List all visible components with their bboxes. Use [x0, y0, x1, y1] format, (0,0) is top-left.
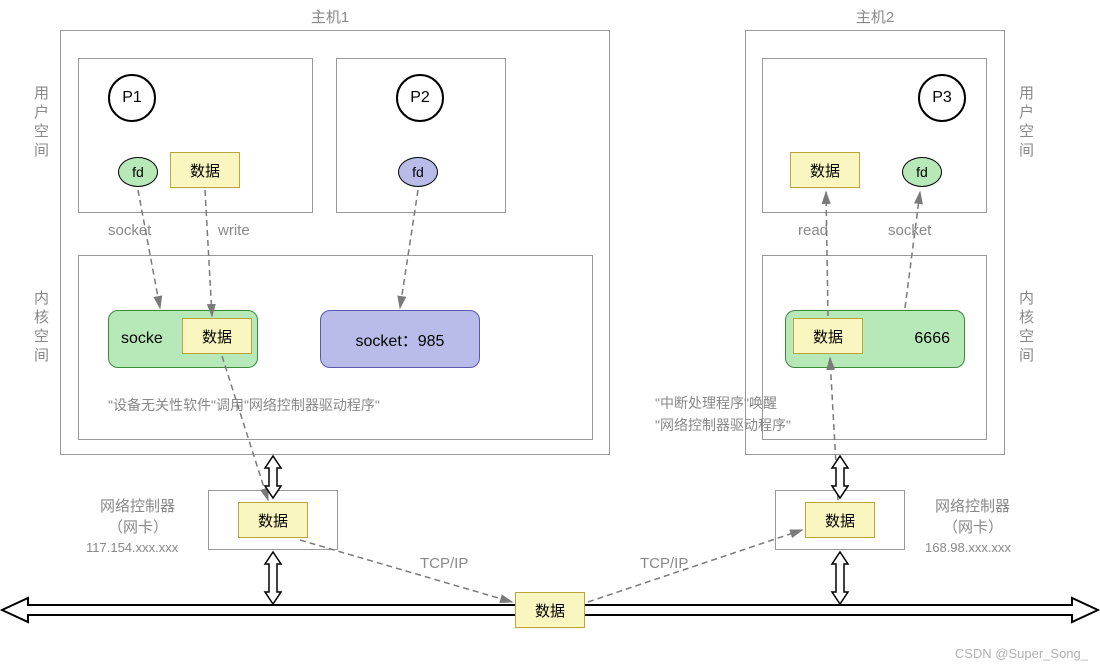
host1-sock2-text: socket：985 [356, 327, 445, 351]
host2-sock-port: 6666 [914, 330, 950, 348]
p1-data: 数据 [170, 152, 240, 188]
nic2-sub: （网卡） [943, 516, 1003, 537]
p1-label: P1 [122, 89, 142, 107]
host2-note1: "中断处理程序"唤醒 [655, 393, 777, 413]
host2-user-label: 用户空间 [1015, 85, 1036, 161]
p2-label: P2 [410, 89, 430, 107]
p2-fd-text: fd [412, 164, 424, 180]
nic1-title: 网络控制器 [100, 495, 175, 516]
host1-sock1-text: socke [121, 330, 163, 348]
p1-circle: P1 [108, 74, 156, 122]
p2-circle: P2 [396, 74, 444, 122]
nic2-data: 数据 [805, 502, 875, 538]
nic2-data-text: 数据 [825, 510, 855, 531]
host1-title: 主机1 [300, 6, 360, 27]
p3-circle: P3 [918, 74, 966, 122]
bus-data: 数据 [515, 592, 585, 628]
host1-user-label: 用户空间 [30, 85, 51, 161]
host1-sock1-data-text: 数据 [202, 326, 232, 347]
nic1-data-text: 数据 [258, 510, 288, 531]
host1-sock2: socket：985 [320, 310, 480, 368]
p2-fd: fd [398, 157, 438, 187]
host1-socket-label: socket [108, 222, 151, 239]
nic1-ip: 117.154.xxx.xxx [86, 540, 178, 555]
host2-socket-label: socket [888, 222, 931, 239]
p3-data: 数据 [790, 152, 860, 188]
p1-fd: fd [118, 157, 158, 187]
host2-read-label: read [798, 222, 828, 239]
host2-sock-data-text: 数据 [813, 326, 843, 347]
nic1-data: 数据 [238, 502, 308, 538]
nic1-sub: （网卡） [108, 516, 168, 537]
host1-kernel-label: 内核空间 [30, 290, 51, 366]
p3-data-text: 数据 [810, 160, 840, 181]
host2-kernel-label: 内核空间 [1015, 290, 1036, 366]
host2-title: 主机2 [845, 6, 905, 27]
host1-sock1-data: 数据 [182, 318, 252, 354]
host1-write-label: write [218, 222, 250, 239]
bus-data-text: 数据 [535, 600, 565, 621]
p1-data-text: 数据 [190, 160, 220, 181]
watermark: CSDN @Super_Song_ [955, 646, 1088, 661]
p3-fd: fd [902, 157, 942, 187]
host2-note2: "网络控制器驱动程序" [655, 415, 791, 435]
p3-fd-text: fd [916, 164, 928, 180]
host2-sock-data: 数据 [793, 318, 863, 354]
nic2-ip: 168.98.xxx.xxx [925, 540, 1011, 555]
nic2-title: 网络控制器 [935, 495, 1010, 516]
p1-fd-text: fd [132, 164, 144, 180]
tcpip-left: TCP/IP [420, 555, 468, 572]
host1-note: "设备无关性软件"调用"网络控制器驱动程序" [108, 395, 380, 415]
tcpip-right: TCP/IP [640, 555, 688, 572]
p3-label: P3 [932, 89, 952, 107]
